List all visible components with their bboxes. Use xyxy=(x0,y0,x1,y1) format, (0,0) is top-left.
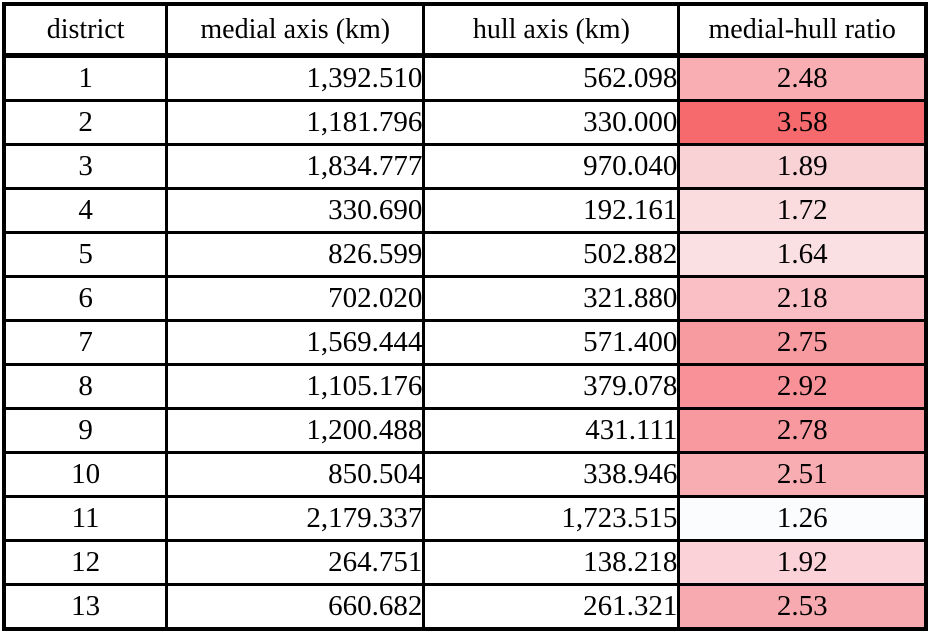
ratio-heatmap-cell: 2.51 xyxy=(677,451,928,498)
header-row: district medial axis (km) hull axis (km)… xyxy=(2,2,928,58)
ratio-heatmap-cell: 1.89 xyxy=(677,143,928,190)
ratio-heatmap-cell: 2.75 xyxy=(677,319,928,366)
hull-axis-cell: 338.946 xyxy=(422,451,681,498)
hull-axis-cell: 330.000 xyxy=(422,99,681,146)
medial-axis-cell: 1,200.488 xyxy=(165,407,426,454)
ratio-heatmap-cell: 1.72 xyxy=(677,187,928,234)
medial-axis-cell: 660.682 xyxy=(165,583,426,631)
district-cell: 7 xyxy=(2,319,169,366)
ratio-heatmap-cell: 2.53 xyxy=(677,583,928,631)
district-cell: 12 xyxy=(2,539,169,586)
table-row: 4 330.690 192.161 1.72 xyxy=(2,187,928,234)
medial-axis-cell: 1,105.176 xyxy=(165,363,426,410)
hull-axis-cell: 1,723.515 xyxy=(422,495,681,542)
table-row: 3 1,834.777 970.040 1.89 xyxy=(2,143,928,190)
district-cell: 6 xyxy=(2,275,169,322)
hull-axis-cell: 970.040 xyxy=(422,143,681,190)
col-header-medial-axis: medial axis (km) xyxy=(165,2,426,58)
district-cell: 4 xyxy=(2,187,169,234)
table-row: 5 826.599 502.882 1.64 xyxy=(2,231,928,278)
ratio-heatmap-cell: 2.48 xyxy=(677,54,928,102)
table-row: 2 1,181.796 330.000 3.58 xyxy=(2,99,928,146)
hull-axis-cell: 502.882 xyxy=(422,231,681,278)
district-cell: 8 xyxy=(2,363,169,410)
ratio-heatmap-cell: 2.18 xyxy=(677,275,928,322)
medial-axis-cell: 826.599 xyxy=(165,231,426,278)
ratio-heatmap-cell: 2.92 xyxy=(677,363,928,410)
table-row: 10 850.504 338.946 2.51 xyxy=(2,451,928,498)
district-cell: 11 xyxy=(2,495,169,542)
table-row: 6 702.020 321.880 2.18 xyxy=(2,275,928,322)
ratio-heatmap-cell: 1.64 xyxy=(677,231,928,278)
hull-axis-cell: 562.098 xyxy=(422,54,681,102)
medial-axis-cell: 850.504 xyxy=(165,451,426,498)
col-header-medial-hull-ratio: medial-hull ratio xyxy=(677,2,928,58)
medial-axis-cell: 1,569.444 xyxy=(165,319,426,366)
hull-axis-cell: 261.321 xyxy=(422,583,681,631)
table-row: 11 2,179.337 1,723.515 1.26 xyxy=(2,495,928,542)
table-row: 13 660.682 261.321 2.53 xyxy=(2,583,928,631)
medial-axis-cell: 1,181.796 xyxy=(165,99,426,146)
district-cell: 2 xyxy=(2,99,169,146)
hull-axis-cell: 431.111 xyxy=(422,407,681,454)
table-body: 1 1,392.510 562.098 2.48 2 1,181.796 330.000 3.… xyxy=(2,54,928,631)
district-cell: 10 xyxy=(2,451,169,498)
medial-axis-cell: 2,179.337 xyxy=(165,495,426,542)
medial-axis-cell: 1,392.510 xyxy=(165,54,426,102)
hull-axis-cell: 571.400 xyxy=(422,319,681,366)
district-cell: 9 xyxy=(2,407,169,454)
medial-axis-cell: 702.020 xyxy=(165,275,426,322)
col-header-district: district xyxy=(2,2,169,58)
ratio-heatmap-cell: 1.92 xyxy=(677,539,928,586)
table-row: 8 1,105.176 379.078 2.92 xyxy=(2,363,928,410)
table-row: 7 1,569.444 571.400 2.75 xyxy=(2,319,928,366)
hull-axis-cell: 138.218 xyxy=(422,539,681,586)
hull-axis-cell: 321.880 xyxy=(422,275,681,322)
medial-axis-cell: 1,834.777 xyxy=(165,143,426,190)
hull-axis-cell: 379.078 xyxy=(422,363,681,410)
district-cell: 13 xyxy=(2,583,169,631)
table-row: 1 1,392.510 562.098 2.48 xyxy=(2,54,928,102)
ratio-heatmap-cell: 1.26 xyxy=(677,495,928,542)
medial-axis-cell: 264.751 xyxy=(165,539,426,586)
district-cell: 5 xyxy=(2,231,169,278)
district-cell: 3 xyxy=(2,143,169,190)
hull-axis-cell: 192.161 xyxy=(422,187,681,234)
ratio-heatmap-cell: 3.58 xyxy=(677,99,928,146)
col-header-hull-axis: hull axis (km) xyxy=(422,2,681,58)
ratio-heatmap-cell: 2.78 xyxy=(677,407,928,454)
table-row: 9 1,200.488 431.111 2.78 xyxy=(2,407,928,454)
table-row: 12 264.751 138.218 1.92 xyxy=(2,539,928,586)
medial-axis-cell: 330.690 xyxy=(165,187,426,234)
district-cell: 1 xyxy=(2,54,169,102)
